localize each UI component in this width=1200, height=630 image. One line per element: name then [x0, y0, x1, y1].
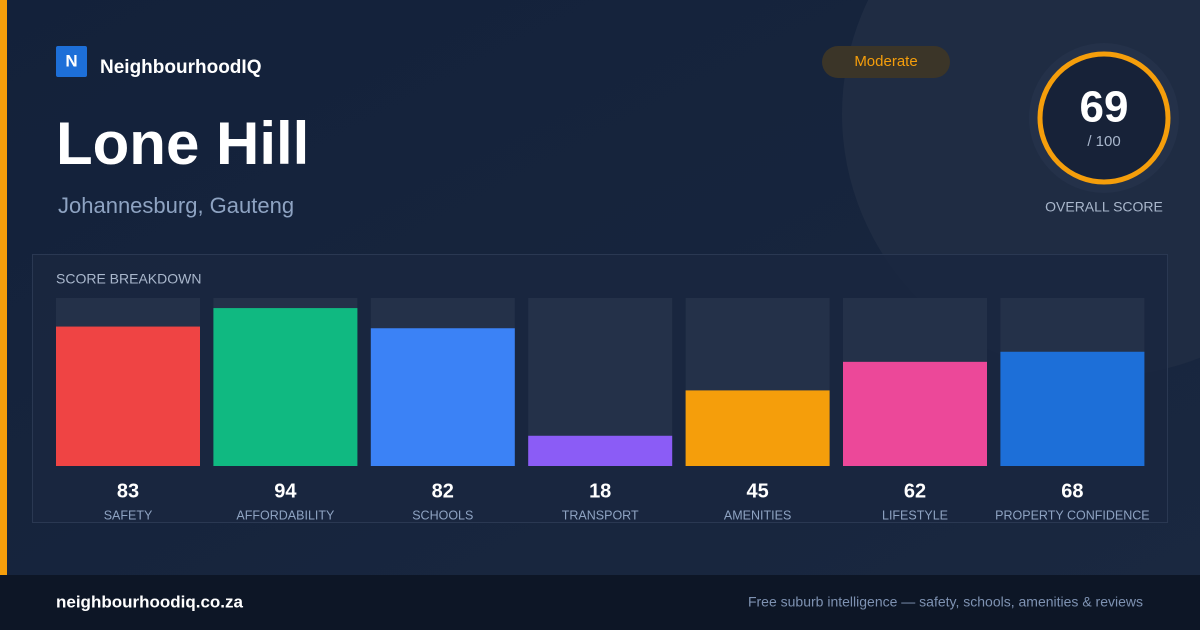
- bar: [1000, 351, 1145, 466]
- bar: [56, 326, 200, 466]
- value-label: 18: [589, 480, 611, 502]
- logo-letter: N: [65, 51, 77, 70]
- bar: [685, 390, 830, 466]
- badge-text: Moderate: [854, 53, 917, 70]
- category-label: SAFETY: [104, 508, 153, 522]
- category-label: SCHOOLS: [412, 508, 473, 522]
- value-label: 94: [274, 480, 297, 502]
- subtitle: Johannesburg, Gauteng: [58, 193, 294, 218]
- score-value: 69: [1080, 83, 1129, 132]
- footer: [0, 575, 1200, 630]
- bar: [370, 328, 515, 466]
- value-label: 62: [904, 480, 926, 502]
- accent-stripe: [0, 0, 7, 575]
- bar: [213, 308, 358, 466]
- logo: [56, 46, 87, 77]
- bar: [528, 435, 673, 466]
- value-label: 83: [117, 480, 139, 502]
- chart-title: SCORE BREAKDOWN: [56, 271, 201, 287]
- category-label: TRANSPORT: [562, 508, 639, 522]
- brand-name: NeighbourhoodIQ: [100, 57, 261, 78]
- value-label: 68: [1061, 480, 1083, 502]
- bar: [843, 361, 987, 466]
- footer-tagline: Free suburb intelligence — safety, schoo…: [748, 594, 1143, 610]
- score-max: / 100: [1087, 133, 1120, 150]
- category-label: PROPERTY CONFIDENCE: [995, 508, 1149, 522]
- bar-chart: 83 SAFETY 94 AFFORDABILITY 82 SCHOOLS 18 TRANSP…: [56, 298, 1150, 522]
- category-label: AFFORDABILITY: [236, 508, 335, 522]
- gauge-ring: [1037, 51, 1171, 185]
- suburb-title: Lone Hill: [56, 110, 309, 177]
- score-caption: OVERALL SCORE: [1045, 199, 1163, 215]
- category-label: LIFESTYLE: [882, 508, 948, 522]
- category-label: AMENITIES: [724, 508, 791, 522]
- badge: [822, 46, 950, 78]
- footer-url: neighbourhoodiq.co.za: [56, 592, 244, 611]
- value-label: 45: [746, 480, 768, 502]
- value-label: 82: [432, 480, 454, 502]
